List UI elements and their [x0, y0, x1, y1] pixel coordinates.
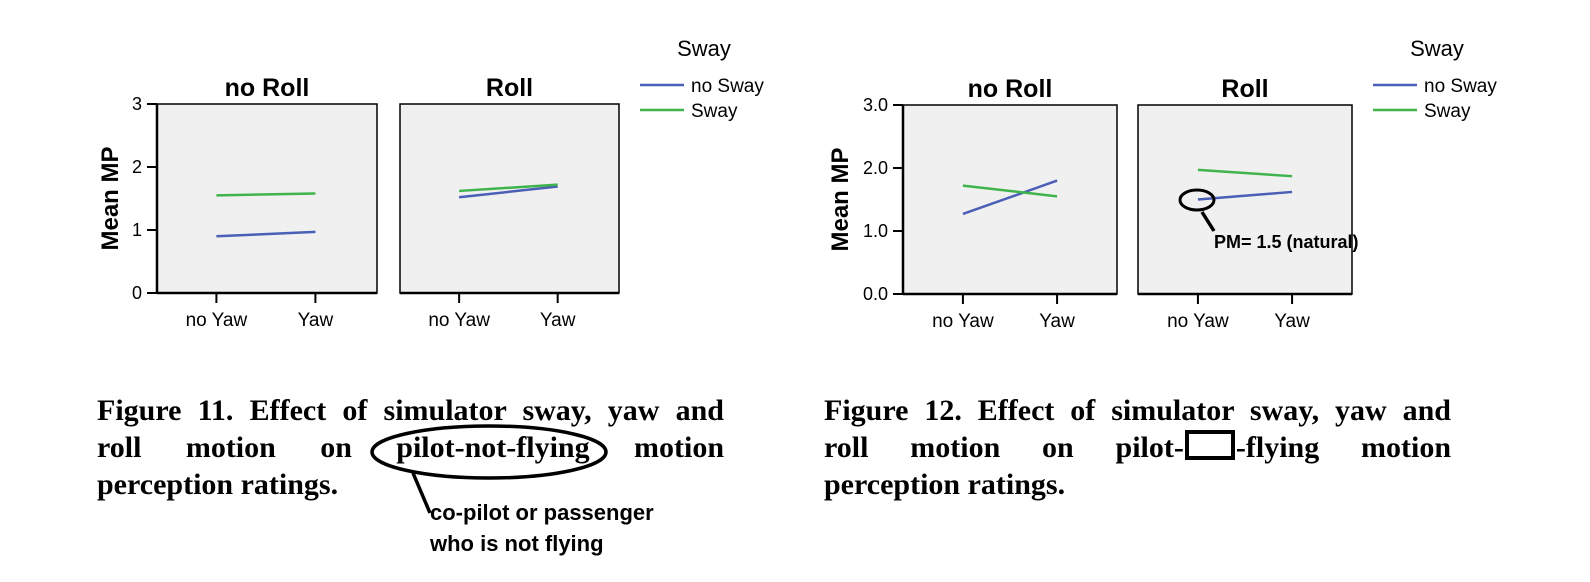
series-line — [459, 183, 558, 193]
caption-word-prefix: pilot- — [1115, 431, 1184, 464]
y-tick-label: 2.0 — [863, 158, 888, 178]
note-pointer — [411, 472, 432, 514]
caption-word: roll — [97, 431, 142, 464]
series-line — [216, 230, 316, 238]
caption-word: motion — [910, 431, 1001, 464]
caption-word-suffix: -flying — [1235, 431, 1320, 464]
caption-word: roll — [824, 431, 869, 464]
x-tick-label: Yaw — [540, 310, 576, 331]
panel-title: Roll — [1221, 75, 1268, 103]
legend-title: Sway — [1410, 36, 1464, 61]
caption-word: on — [1042, 431, 1074, 464]
panel-title: Roll — [486, 74, 533, 102]
caption-word-blank: pilot- -flying — [1115, 430, 1320, 464]
x-tick-label: no Yaw — [1167, 311, 1229, 332]
annotation-label: PM= 1.5 (natural) — [1214, 232, 1359, 252]
x-tick-label: no Yaw — [428, 310, 490, 331]
annotation-pointer — [1200, 211, 1216, 232]
caption-word: motion — [634, 431, 724, 464]
panel-background — [902, 104, 1118, 295]
y-tick-label: 1 — [132, 220, 142, 240]
caption-line: perception ratings. — [824, 468, 1066, 501]
x-tick-label: no Yaw — [932, 311, 994, 332]
series-line — [962, 184, 1058, 198]
legend-entry: no Sway — [691, 76, 764, 97]
panel-title: no Roll — [968, 75, 1053, 103]
caption-word-circled: pilot-not-flying — [396, 431, 590, 464]
y-tick-label: 2 — [132, 157, 142, 177]
y-tick-label: 3.0 — [863, 95, 888, 115]
blank-box — [1184, 430, 1235, 460]
caption-line: roll motion on pilot-not-flying motion — [97, 429, 724, 466]
annotation-circle — [1178, 188, 1216, 212]
figure-12-caption: Figure 12. Effect of simulator sway, yaw… — [824, 392, 1451, 503]
caption-line: Figure 12. Effect of simulator sway, yaw… — [824, 394, 1451, 427]
caption-line: Figure 11. Effect of simulator sway, yaw… — [97, 394, 724, 427]
x-tick-label: Yaw — [1274, 311, 1310, 332]
panel-title: no Roll — [225, 74, 310, 102]
caption-circle — [370, 424, 608, 480]
panel-background — [156, 103, 378, 294]
x-tick-label: Yaw — [298, 310, 334, 331]
legend-entry: no Sway — [1424, 76, 1497, 97]
series-line — [1197, 168, 1293, 178]
caption-line: roll motion on pilot- -flying motion — [824, 429, 1451, 466]
y-tick-label: 3 — [132, 94, 142, 114]
caption-word: on — [320, 431, 352, 464]
y-tick-label: 1.0 — [863, 221, 888, 241]
caption-word: motion — [185, 431, 276, 464]
y-axis-label: Mean MP — [827, 147, 854, 251]
series-line — [216, 192, 316, 197]
figure-11-note: co-pilot or passenger who is not flying — [430, 497, 654, 559]
legend-title: Sway — [677, 36, 731, 61]
figure-11-caption: Figure 11. Effect of simulator sway, yaw… — [97, 392, 724, 503]
note-line: co-pilot or passenger — [430, 500, 654, 525]
x-tick-label: no Yaw — [186, 310, 248, 331]
y-axis-label: Mean MP — [97, 146, 124, 250]
x-tick-label: Yaw — [1039, 311, 1075, 332]
note-line: who is not flying — [430, 531, 604, 556]
panel-background — [1137, 104, 1353, 295]
series-line — [962, 179, 1058, 216]
y-tick-label: 0.0 — [863, 284, 888, 304]
caption-word: motion — [1361, 431, 1452, 464]
series-line — [458, 185, 558, 199]
y-tick-label: 0 — [132, 283, 142, 303]
caption-line: perception ratings. — [97, 468, 339, 501]
panel-background — [399, 103, 620, 294]
legend-entry: Sway — [691, 101, 738, 122]
legend-entry: Sway — [1424, 101, 1471, 122]
